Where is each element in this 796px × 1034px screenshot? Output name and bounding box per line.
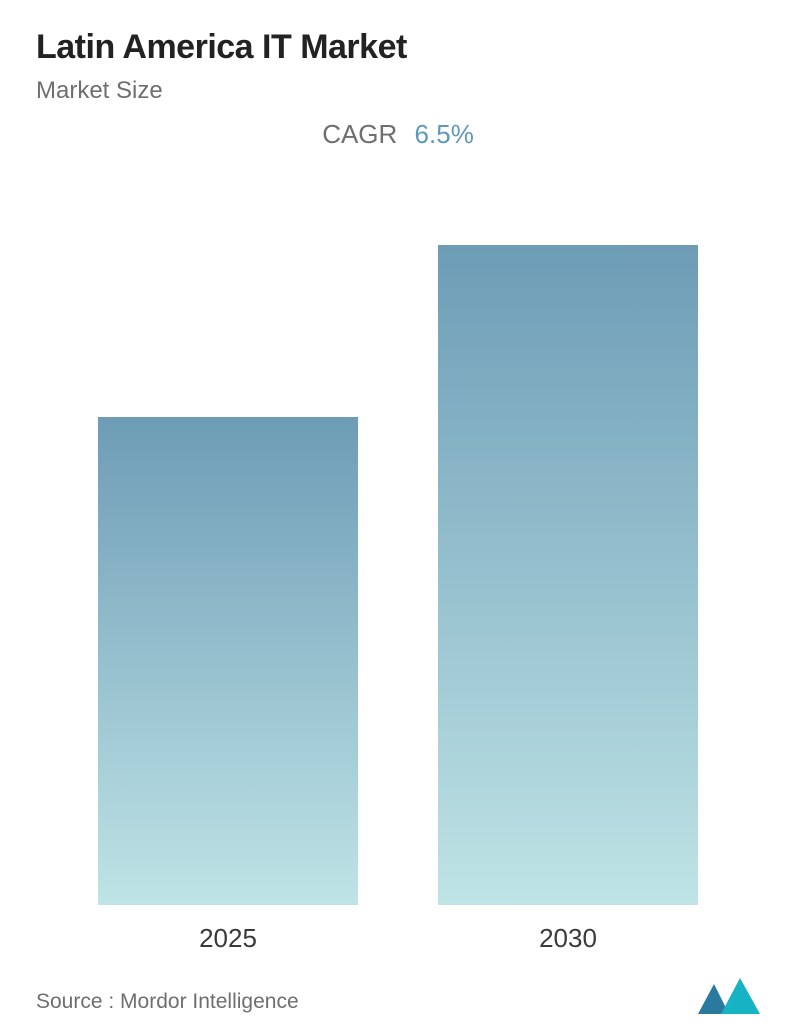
cagr-value: 6.5%	[415, 119, 474, 149]
bar-wrap: 2030	[438, 245, 698, 954]
footer: Source : Mordor Intelligence	[36, 978, 760, 1014]
bar-label: 2030	[539, 923, 597, 954]
market-summary-card: Latin America IT Market Market Size CAGR…	[0, 0, 796, 1034]
bar-label: 2025	[199, 923, 257, 954]
cagr-label: CAGR	[322, 119, 397, 149]
page-subtitle: Market Size	[36, 77, 760, 105]
source-text: Source : Mordor Intelligence	[36, 990, 299, 1014]
bar-chart: 2025 2030	[36, 178, 760, 1014]
mordor-logo-icon	[698, 978, 760, 1014]
cagr-row: CAGR 6.5%	[36, 119, 760, 150]
bar-wrap: 2025	[98, 417, 358, 954]
bar-group: 2025 2030	[36, 294, 760, 954]
bar	[98, 417, 358, 905]
bar	[438, 245, 698, 905]
page-title: Latin America IT Market	[36, 28, 760, 67]
